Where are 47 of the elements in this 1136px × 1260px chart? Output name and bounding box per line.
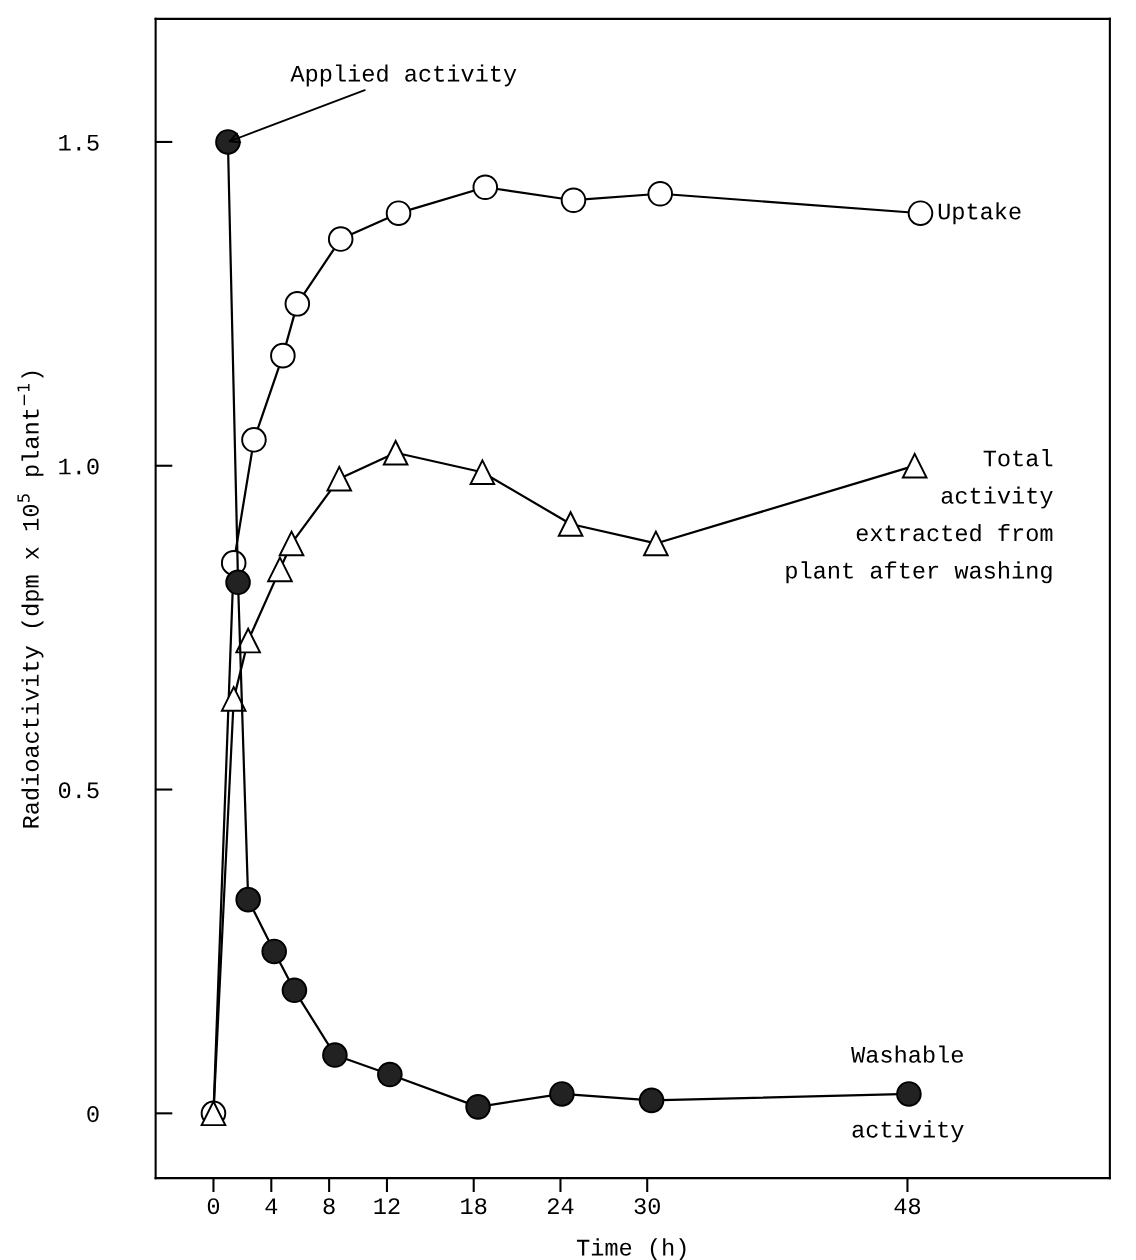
- y-tick-label: 1.0: [59, 458, 99, 475]
- point: [235, 627, 261, 654]
- point: [472, 174, 499, 201]
- point: [278, 530, 305, 557]
- x-tick-label: 8: [323, 1198, 335, 1215]
- y-axis-title: Radioactivity (dpm x 10$^{5}$ plant$^{−1}$): [17, 371, 44, 828]
- annotation: Applied activity: [290, 64, 517, 87]
- series-label: Uptake: [938, 202, 1021, 225]
- x-tick-label: 30: [634, 1198, 660, 1215]
- point: [322, 1042, 348, 1068]
- point: [647, 180, 673, 207]
- point: [465, 1094, 491, 1120]
- point: [638, 1087, 665, 1114]
- point: [241, 427, 267, 453]
- x-tick-label: 12: [374, 1198, 400, 1214]
- point: [284, 291, 311, 317]
- point: [220, 686, 247, 712]
- point: [326, 465, 353, 492]
- point: [557, 511, 584, 537]
- point: [469, 459, 496, 485]
- point: [327, 226, 354, 252]
- text: Washable activity: [851, 1045, 964, 1143]
- point: [267, 556, 293, 583]
- point: [270, 342, 296, 369]
- point: [225, 569, 251, 596]
- series-label: Total activity extracted from plant after washing: [786, 449, 1053, 584]
- y-tick-label: 0.5: [59, 782, 99, 799]
- point: [907, 200, 934, 226]
- y-tick-label: 1.5: [59, 134, 99, 151]
- point: [261, 938, 287, 965]
- point: [377, 1061, 403, 1088]
- point: [281, 977, 308, 1004]
- y-tick-label: 0: [87, 1106, 99, 1123]
- x-tick-label: 48: [894, 1198, 921, 1215]
- x-tick-label: 4: [265, 1198, 278, 1214]
- point: [560, 187, 587, 213]
- point: [896, 1081, 922, 1107]
- x-axis-title: Time (h): [576, 1238, 686, 1260]
- point: [235, 886, 261, 913]
- x-tick-label: 24: [547, 1198, 574, 1214]
- point: [385, 200, 412, 226]
- point: [643, 530, 669, 557]
- point: [549, 1081, 575, 1107]
- point: [901, 452, 928, 479]
- x-tick-label: 0: [207, 1198, 220, 1215]
- x-tick-label: 18: [461, 1198, 487, 1215]
- point: [382, 440, 409, 466]
